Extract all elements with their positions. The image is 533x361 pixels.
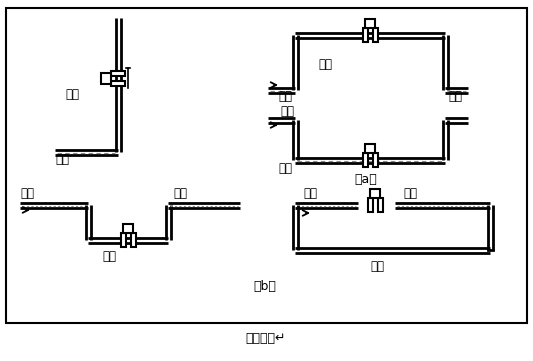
Bar [373, 28, 377, 42]
Bar [373, 153, 377, 167]
Bar [362, 28, 367, 42]
Text: 正确: 正确 [65, 88, 79, 101]
Text: 正确: 正确 [102, 250, 116, 263]
Bar [101, 73, 111, 83]
Bar [6, 8, 527, 323]
Text: 正确: 正确 [318, 58, 332, 71]
Bar [370, 189, 380, 198]
Text: 错误: 错误 [370, 260, 384, 273]
Bar [365, 144, 375, 153]
Bar [123, 224, 133, 233]
Bar [365, 19, 375, 28]
Bar [120, 233, 125, 247]
Text: 液体: 液体 [278, 162, 292, 175]
Text: （a）: （a） [354, 173, 377, 186]
Bar [367, 198, 373, 212]
Bar [111, 81, 125, 86]
Text: 液体: 液体 [55, 153, 69, 166]
Text: 气泡: 气泡 [403, 187, 417, 200]
Text: 错误: 错误 [280, 105, 294, 118]
Text: 气泡: 气泡 [20, 187, 34, 200]
Text: 液体: 液体 [278, 90, 292, 103]
Text: （b）: （b） [254, 280, 277, 293]
Bar [131, 233, 135, 247]
Bar [377, 198, 383, 212]
Bar [111, 70, 125, 75]
Text: 图（四）↵: 图（四）↵ [246, 332, 286, 345]
Text: 液体: 液体 [448, 90, 462, 103]
Text: 气泡: 气泡 [173, 187, 187, 200]
Bar [362, 153, 367, 167]
Text: 气泡: 气泡 [303, 187, 317, 200]
